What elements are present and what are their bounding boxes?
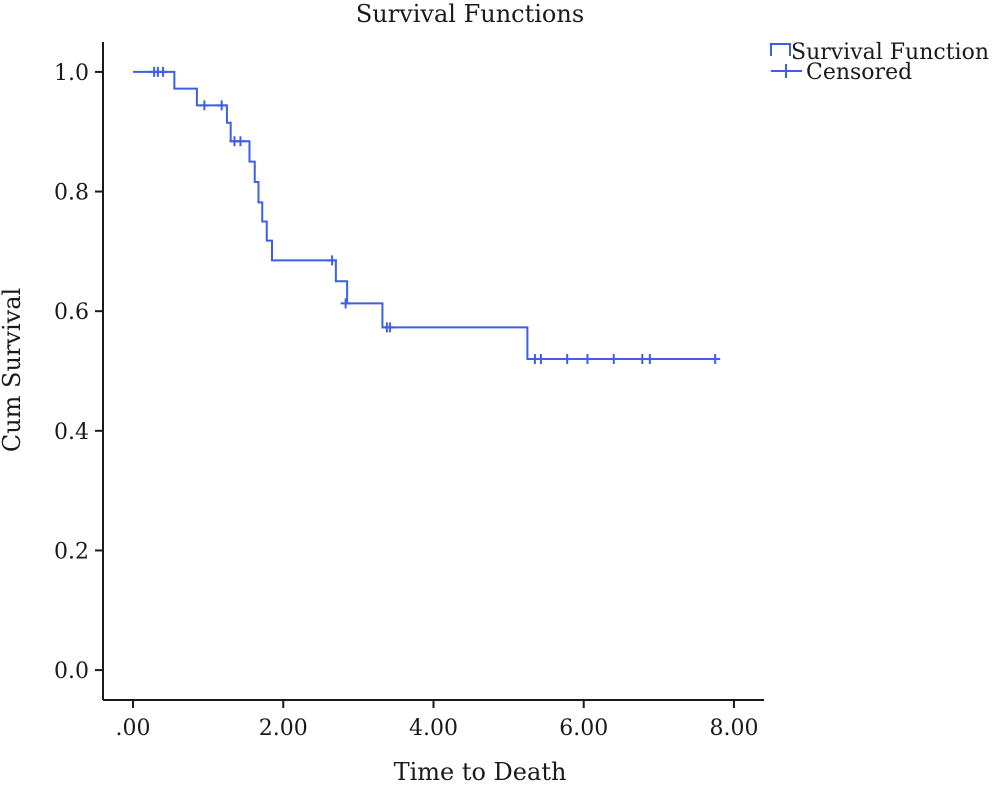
censored-marker bbox=[216, 100, 227, 111]
chart-legend: Survival Function Censored bbox=[770, 40, 989, 85]
y-axis-ticks: 0.0 0.2 0.4 0.6 0.8 1.0 bbox=[54, 61, 103, 684]
y-tick-label: 0.4 bbox=[54, 420, 89, 445]
censored-marker bbox=[199, 100, 210, 111]
x-tick-label: 6.00 bbox=[559, 716, 608, 741]
x-tick-label: 8.00 bbox=[709, 716, 758, 741]
x-axis-label: Time to Death bbox=[394, 758, 567, 786]
censored-marker bbox=[582, 354, 593, 365]
x-tick-label: 4.00 bbox=[409, 716, 458, 741]
censored-marker bbox=[384, 322, 395, 333]
y-tick-label: 1.0 bbox=[54, 61, 89, 86]
censored-marker bbox=[608, 354, 619, 365]
censored-marker bbox=[340, 298, 351, 309]
survival-function-line bbox=[133, 70, 716, 361]
y-axis-label: Cum Survival bbox=[0, 288, 26, 452]
x-tick-label: 2.00 bbox=[259, 716, 308, 741]
legend-label-survival-function: Survival Function bbox=[791, 40, 989, 65]
x-axis-ticks: .00 2.00 4.00 6.00 8.00 bbox=[116, 700, 758, 741]
y-tick-label: 0.8 bbox=[54, 181, 89, 206]
plot-area bbox=[133, 66, 721, 365]
x-tick-label: .00 bbox=[116, 716, 151, 741]
censored-marker bbox=[327, 255, 338, 266]
censored-marker bbox=[710, 354, 721, 365]
censored-marker bbox=[644, 354, 655, 365]
censored-marker bbox=[562, 354, 573, 365]
censored-marker bbox=[535, 354, 546, 365]
censored-marker bbox=[158, 66, 169, 77]
y-tick-label: 0.6 bbox=[54, 300, 89, 325]
legend-item-survival-function: Survival Function bbox=[770, 40, 989, 65]
y-tick-label: 0.0 bbox=[54, 659, 89, 684]
legend-item-censored: Censored bbox=[771, 60, 912, 85]
step-line-icon bbox=[770, 43, 791, 56]
y-tick-label: 0.2 bbox=[54, 539, 89, 564]
censored-marker bbox=[235, 136, 246, 147]
chart-title: Survival Functions bbox=[356, 0, 584, 28]
censored-plus-icon bbox=[771, 64, 802, 78]
legend-label-censored: Censored bbox=[806, 60, 912, 85]
chart-axes bbox=[102, 42, 764, 701]
